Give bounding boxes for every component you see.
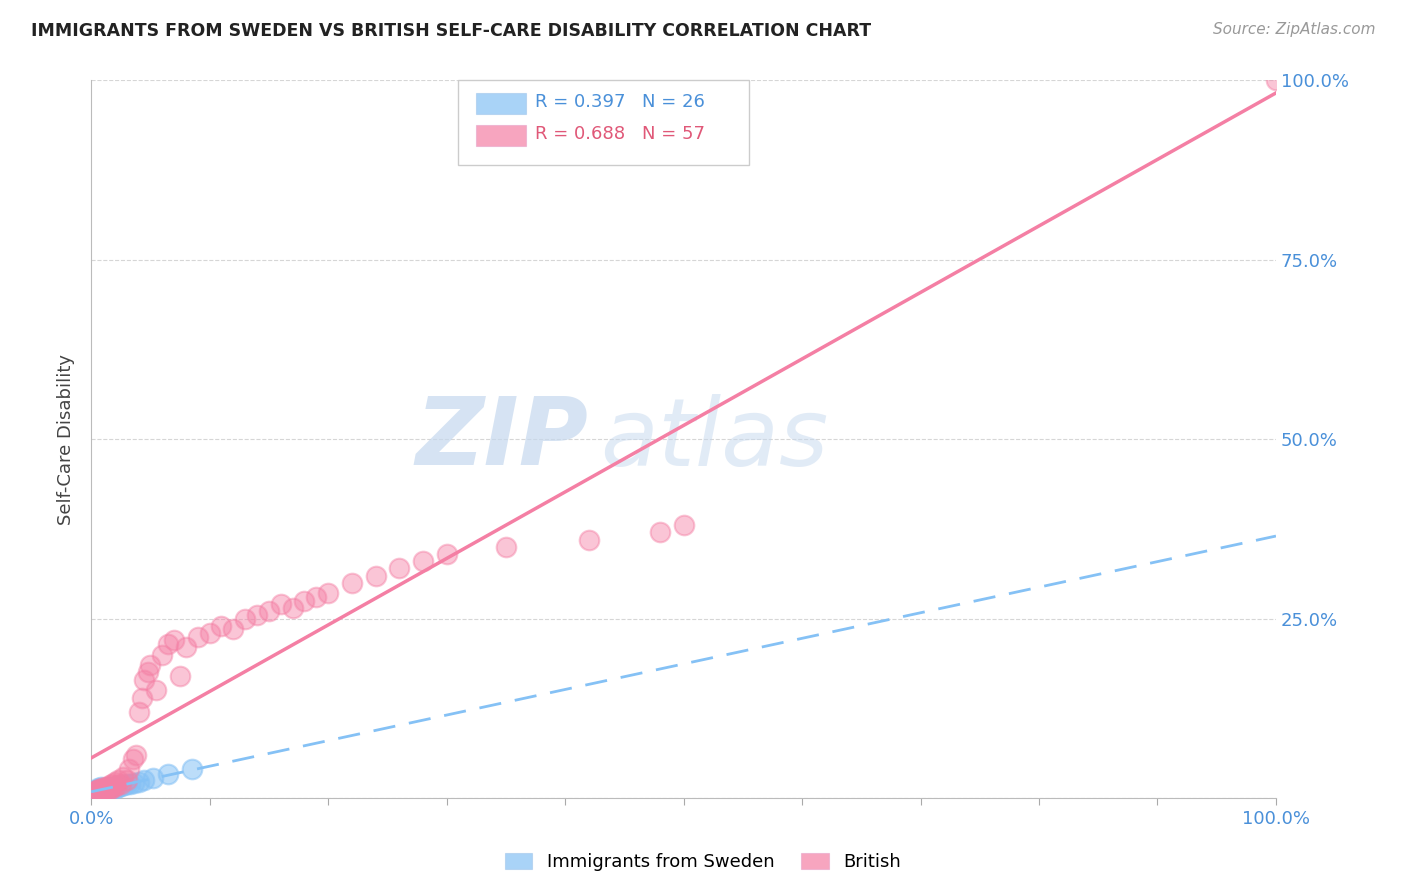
Point — [110, 777, 132, 791]
Point — [121, 751, 143, 765]
Point — [115, 777, 138, 791]
Point — [672, 518, 695, 533]
Point — [110, 779, 132, 793]
Point — [112, 770, 135, 784]
Point — [187, 630, 209, 644]
Point — [87, 780, 110, 795]
Point — [134, 673, 156, 687]
Point — [222, 623, 245, 637]
Point — [270, 597, 292, 611]
Point — [211, 619, 233, 633]
Point — [163, 633, 186, 648]
Point — [83, 784, 105, 798]
Text: R = 0.397: R = 0.397 — [536, 94, 626, 112]
Point — [91, 781, 114, 796]
Point — [128, 705, 150, 719]
Point — [120, 777, 142, 791]
Point — [101, 777, 124, 791]
FancyBboxPatch shape — [477, 125, 526, 146]
Text: ZIP: ZIP — [416, 393, 589, 485]
Point — [107, 773, 129, 788]
Point — [294, 593, 316, 607]
Text: N = 57: N = 57 — [643, 125, 704, 143]
Point — [90, 780, 112, 795]
Point — [107, 780, 129, 794]
Point — [112, 778, 135, 792]
Point — [87, 783, 110, 797]
Point — [316, 586, 339, 600]
Point — [86, 782, 108, 797]
Point — [131, 690, 153, 705]
Point — [93, 783, 115, 797]
Text: atlas: atlas — [600, 393, 830, 484]
Text: N = 26: N = 26 — [643, 94, 704, 112]
Point — [105, 780, 128, 795]
Point — [125, 747, 148, 762]
Point — [436, 547, 458, 561]
Point — [578, 533, 600, 547]
Point — [174, 640, 197, 655]
Point — [412, 554, 434, 568]
Text: IMMIGRANTS FROM SWEDEN VS BRITISH SELF-CARE DISABILITY CORRELATION CHART: IMMIGRANTS FROM SWEDEN VS BRITISH SELF-C… — [31, 22, 872, 40]
Point — [257, 604, 280, 618]
Point — [169, 669, 191, 683]
Point — [139, 658, 162, 673]
Point — [94, 780, 117, 795]
Point — [97, 780, 120, 794]
Point — [364, 568, 387, 582]
Point — [100, 780, 122, 795]
Point — [96, 782, 118, 797]
Point — [142, 771, 165, 785]
Point — [246, 607, 269, 622]
Point — [495, 540, 517, 554]
Point — [150, 648, 173, 662]
Point — [83, 784, 105, 798]
Point — [1265, 73, 1288, 87]
Point — [198, 626, 221, 640]
Point — [648, 525, 671, 540]
Point — [91, 782, 114, 797]
Text: R = 0.688: R = 0.688 — [536, 125, 626, 143]
Point — [90, 780, 112, 795]
Point — [100, 781, 122, 796]
Point — [118, 763, 141, 777]
Point — [84, 782, 107, 797]
Point — [89, 782, 111, 797]
Y-axis label: Self-Care Disability: Self-Care Disability — [58, 353, 75, 524]
Point — [145, 683, 167, 698]
FancyBboxPatch shape — [458, 80, 749, 165]
Point — [97, 780, 120, 794]
Point — [233, 611, 256, 625]
Point — [134, 773, 156, 788]
Point — [305, 590, 328, 604]
Point — [90, 784, 112, 798]
FancyBboxPatch shape — [477, 93, 526, 114]
Point — [157, 767, 180, 781]
Point — [103, 780, 125, 794]
Point — [97, 782, 120, 797]
Point — [89, 781, 111, 796]
Text: Source: ZipAtlas.com: Source: ZipAtlas.com — [1212, 22, 1375, 37]
Point — [136, 665, 159, 680]
Point — [128, 774, 150, 789]
Point — [157, 637, 180, 651]
Point — [105, 778, 128, 792]
Point — [94, 780, 117, 795]
Point — [104, 775, 127, 789]
Point — [93, 784, 115, 798]
Point — [180, 763, 202, 777]
Point — [86, 784, 108, 798]
Point — [96, 781, 118, 796]
Point — [340, 575, 363, 590]
Point — [281, 600, 304, 615]
Point — [98, 778, 121, 792]
Legend: Immigrants from Sweden, British: Immigrants from Sweden, British — [498, 846, 908, 879]
Point — [90, 783, 112, 797]
Point — [103, 780, 125, 795]
Point — [115, 773, 138, 788]
Point — [388, 561, 411, 575]
Point — [122, 776, 145, 790]
